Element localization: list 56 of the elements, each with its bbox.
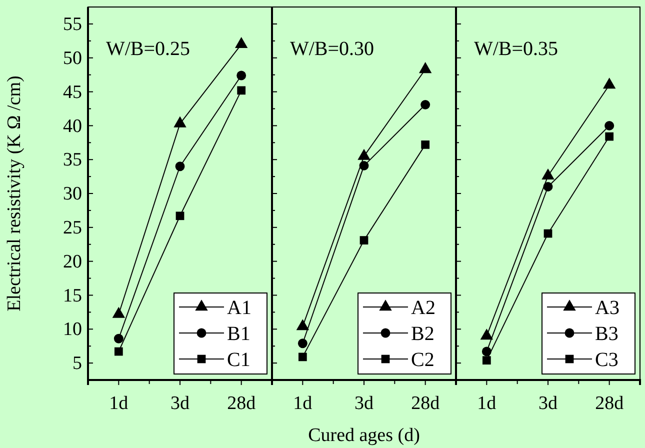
- y-tick-label: 35: [63, 150, 82, 171]
- legend-label: A2: [411, 297, 436, 319]
- legend-label: B2: [411, 323, 434, 345]
- y-tick-label: 30: [63, 184, 82, 205]
- y-tick-label: 10: [63, 319, 82, 340]
- point: [360, 236, 368, 244]
- x-tick-label: 1d: [109, 392, 129, 414]
- x-tick-label: 28d: [595, 392, 624, 414]
- legend-label: C3: [595, 349, 618, 371]
- y-tick-label: 20: [63, 251, 82, 272]
- legend-label: A1: [227, 297, 252, 319]
- legend-label: B3: [595, 323, 618, 345]
- x-tick-label: 3d: [354, 392, 374, 414]
- legend-label: C2: [411, 349, 434, 371]
- point: [298, 338, 308, 348]
- point: [175, 162, 185, 172]
- x-tick-label: 3d: [170, 392, 190, 414]
- point: [604, 120, 614, 130]
- y-tick-label: 5: [72, 353, 82, 374]
- point: [114, 334, 124, 344]
- x-tick-label: 1d: [477, 392, 497, 414]
- y-tick-label: 40: [63, 116, 82, 137]
- point: [237, 86, 246, 95]
- y-axis-title: Electrical resistivity (K Ω /cm): [4, 76, 25, 312]
- point: [418, 62, 432, 74]
- point: [421, 140, 430, 149]
- text: W/B=0.25: [106, 38, 190, 60]
- point: [298, 352, 307, 362]
- y-tick-label: 50: [63, 48, 82, 69]
- point: [358, 148, 370, 160]
- legend-label: A3: [595, 297, 620, 319]
- y-tick-label: 55: [63, 14, 82, 36]
- text: W/B=0.30: [290, 38, 374, 60]
- point: [114, 347, 123, 356]
- x-axis-title: Cured ages (d): [308, 425, 420, 446]
- x-tick-label: 1d: [293, 392, 313, 414]
- x-tick-label: 3d: [538, 392, 558, 414]
- point: [544, 229, 552, 238]
- legend-label: B1: [227, 323, 250, 345]
- legend-label: C1: [227, 349, 250, 371]
- point: [602, 78, 616, 89]
- point: [176, 212, 184, 220]
- point: [359, 160, 369, 170]
- x-tick-label: 28d: [227, 392, 256, 414]
- point: [482, 356, 491, 365]
- point: [605, 132, 614, 141]
- y-tick-label: 45: [63, 82, 82, 103]
- point: [482, 346, 492, 356]
- x-tick-label: 28d: [411, 392, 440, 414]
- y-tick-label: 15: [63, 285, 82, 306]
- point: [420, 100, 430, 110]
- point: [543, 182, 553, 192]
- text: W/B=0.35: [474, 38, 558, 60]
- point: [542, 168, 554, 180]
- point: [236, 70, 246, 80]
- y-tick-label: 25: [63, 217, 82, 238]
